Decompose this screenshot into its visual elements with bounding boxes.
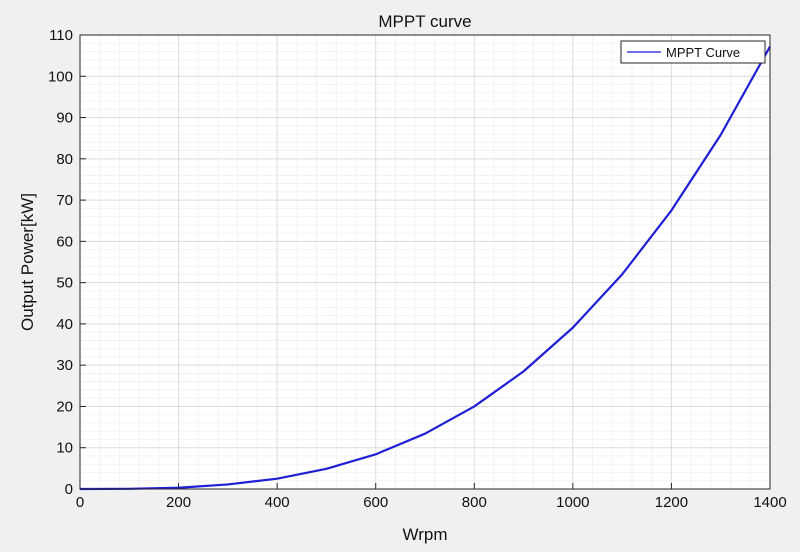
y-tick-label: 110: [49, 27, 73, 44]
y-tick-label: 70: [56, 192, 73, 209]
legend: MPPT Curve: [620, 40, 766, 64]
y-tick-label: 0: [65, 481, 73, 498]
y-tick-label: 80: [56, 151, 73, 168]
y-tick-label: 60: [56, 233, 73, 250]
series-layer: [79, 46, 771, 491]
x-axis-label: Wrpm: [402, 525, 447, 544]
x-tick-label: 1200: [655, 494, 688, 511]
x-tick-label: 600: [363, 494, 388, 511]
y-tick-label: 20: [56, 398, 73, 415]
plot-border: [79, 34, 771, 490]
y-tick-label: 30: [56, 357, 73, 374]
minor-grid: [80, 35, 770, 489]
x-tick-label: 1400: [753, 494, 786, 511]
legend-label-mpptcurve: MPPT Curve: [666, 45, 740, 60]
y-axis-label: Output Power[kW]: [18, 193, 37, 331]
y-tick-label: 90: [56, 110, 73, 127]
x-tick-marks: [79, 483, 771, 489]
x-tick-label: 1000: [556, 494, 589, 511]
y-tick-label: 50: [56, 275, 73, 292]
plot-area: [80, 35, 770, 489]
x-tick-label: 800: [462, 494, 487, 511]
chart-title: MPPT curve: [378, 12, 471, 31]
y-tick-labels: 0 10 20 30 40 50 60 70 80 90 100 110: [48, 27, 73, 498]
y-tick-label: 10: [56, 440, 73, 457]
x-tick-label: 400: [265, 494, 290, 511]
y-tick-marks: [80, 34, 86, 490]
y-tick-label: 40: [56, 316, 73, 333]
legend-box: [620, 40, 766, 64]
x-tick-label: 0: [76, 494, 84, 511]
x-tick-label: 200: [166, 494, 191, 511]
x-tick-labels: 0 200 400 600 800 1000 1200 1400: [76, 494, 787, 511]
series-line-mppt-curve: [79, 46, 771, 491]
y-tick-label: 100: [48, 68, 73, 85]
